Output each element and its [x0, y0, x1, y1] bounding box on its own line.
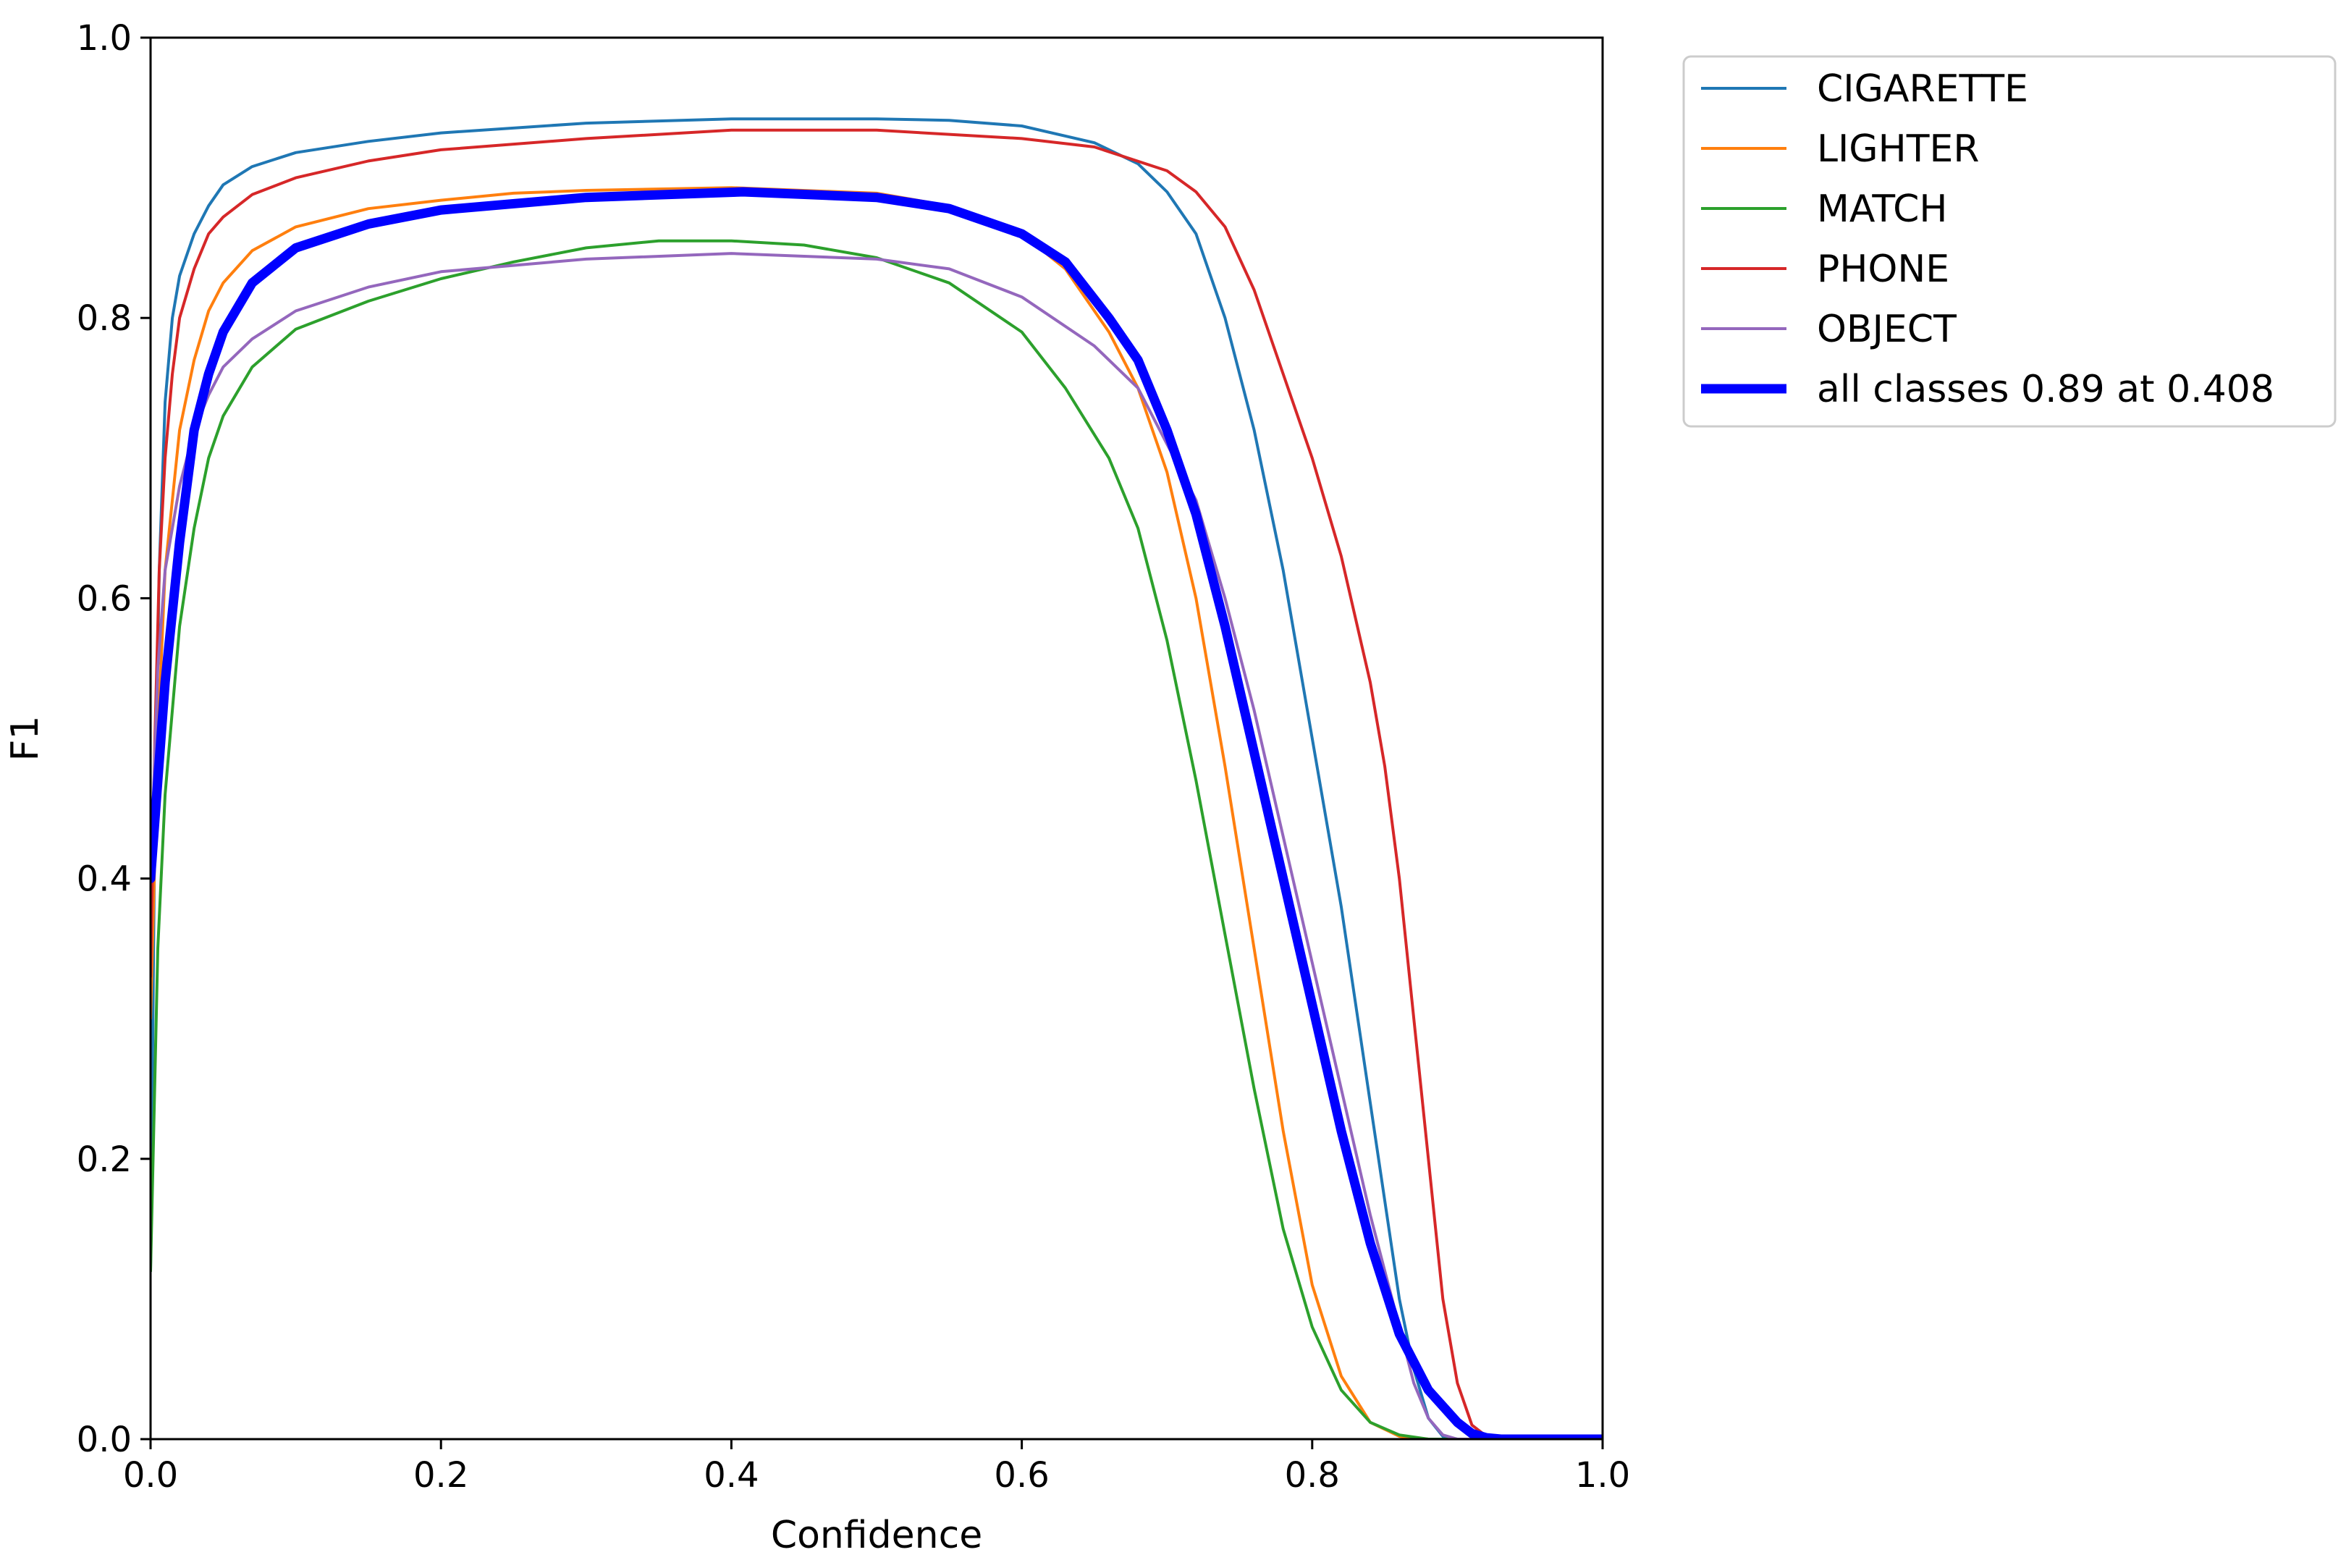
- x-tick-label: 0.6: [994, 1455, 1049, 1496]
- y-tick-label: 0.0: [77, 1420, 132, 1460]
- legend: CIGARETTE LIGHTER MATCH PHONE OBJECT all clas…: [1682, 55, 2337, 428]
- legend-label: CIGARETTE: [1817, 67, 2028, 111]
- x-tick-label: 0.8: [1285, 1455, 1340, 1496]
- y-tick-label: 0.4: [77, 859, 132, 900]
- y-tick-label: 0.2: [77, 1139, 132, 1180]
- x-tick-label: 1.0: [1575, 1455, 1630, 1496]
- plot-frame: [149, 36, 1604, 1441]
- x-tick-label: 0.4: [704, 1455, 759, 1496]
- y-tick-label: 0.6: [77, 578, 132, 619]
- y-axis-label: F1: [4, 716, 47, 762]
- x-axis-ticks: 0.0 0.2 0.4 0.6 0.8 1.0: [123, 1439, 1630, 1496]
- legend-box: [1682, 55, 2337, 428]
- x-tick-label: 0.2: [413, 1455, 468, 1496]
- x-tick-label: 0.0: [123, 1455, 178, 1496]
- y-tick-label: 1.0: [77, 18, 132, 59]
- legend-label: MATCH: [1817, 187, 1948, 231]
- legend-label: PHONE: [1817, 248, 1949, 291]
- legend-label: LIGHTER: [1817, 127, 1979, 171]
- series-line-cigarette: [151, 117, 1603, 1439]
- series-line-all-classes-0-89-at-0-408: [151, 187, 1603, 1439]
- series-group: [151, 117, 1603, 1439]
- legend-label: all classes 0.89 at 0.408: [1817, 368, 2274, 411]
- legend-label: OBJECT: [1817, 308, 1957, 351]
- y-tick-label: 0.8: [77, 298, 132, 339]
- series-line-phone: [151, 128, 1603, 1439]
- y-axis-ticks: 0.0 0.2 0.4 0.6 0.8 1.0: [77, 18, 151, 1460]
- x-axis-label: Confidence: [771, 1514, 982, 1557]
